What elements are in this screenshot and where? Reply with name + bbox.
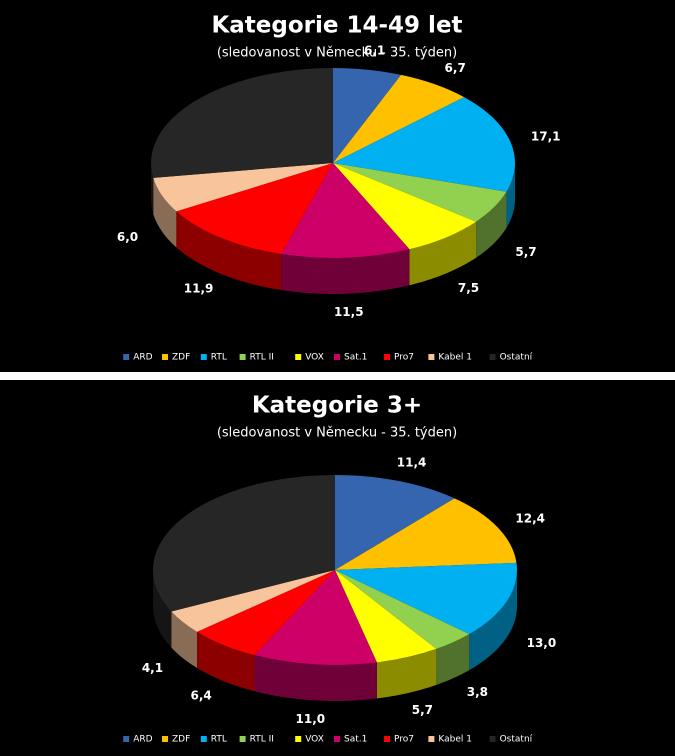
legend-label: Kabel 1 xyxy=(438,735,472,745)
chart-subtitle: (sledovanost v Německu - 35. týden) xyxy=(217,46,457,61)
slice-side xyxy=(476,191,507,258)
slice xyxy=(335,570,437,663)
legend-label: RTL II xyxy=(250,735,274,745)
slice-side xyxy=(151,163,154,214)
chart-subtitle: (sledovanost v Německu - 35. týden) xyxy=(217,426,457,441)
legend-label: VOX xyxy=(305,735,324,745)
legend-label: ZDF xyxy=(172,353,190,363)
legend-label: Pro7 xyxy=(394,353,414,363)
legend-label: Pro7 xyxy=(394,735,414,745)
slice-side xyxy=(409,221,477,286)
slice xyxy=(335,570,470,649)
legend-swatch xyxy=(200,736,207,742)
slice-side xyxy=(281,249,410,294)
data-label: 17,1 xyxy=(531,130,561,144)
slice xyxy=(335,498,517,570)
slice xyxy=(171,570,335,632)
legend-label: Sat.1 xyxy=(344,353,367,363)
slice-side xyxy=(171,611,197,668)
slice xyxy=(176,163,333,255)
data-label: 5,7 xyxy=(515,245,536,259)
legend-swatch xyxy=(162,354,168,360)
slice-side xyxy=(153,570,172,648)
chart-title: Kategorie 14-49 let xyxy=(211,13,462,39)
legend-label: RTL xyxy=(211,735,227,745)
legend-label: ARD xyxy=(133,353,152,363)
slice xyxy=(152,475,335,612)
data-label: 11,0 xyxy=(296,712,326,726)
slice-side xyxy=(254,655,377,701)
legend-label: Kabel 1 xyxy=(438,353,472,363)
data-label: 11,5 xyxy=(334,305,364,319)
legend-swatch xyxy=(295,354,302,360)
slice xyxy=(151,68,333,178)
legend-label: RTL II xyxy=(250,353,274,363)
data-label: 5,7 xyxy=(412,703,433,717)
slice xyxy=(335,562,517,635)
legend-swatch xyxy=(123,736,130,742)
legend-label: Sat.1 xyxy=(344,735,367,745)
slice xyxy=(333,74,465,163)
data-label: 11,4 xyxy=(397,456,427,470)
legend-swatch xyxy=(384,736,390,742)
legend-label: ZDF xyxy=(172,735,190,745)
legend-label: VOX xyxy=(305,353,324,363)
slice xyxy=(333,163,477,250)
slice xyxy=(196,570,335,656)
legend-swatch xyxy=(239,354,246,360)
data-label: 6,7 xyxy=(445,61,466,75)
slice-side xyxy=(176,211,282,291)
legend-label: Ostatní xyxy=(500,735,533,745)
slice-side xyxy=(153,177,177,248)
legend-swatch xyxy=(162,736,168,742)
slice-side xyxy=(469,570,517,671)
slice xyxy=(333,163,507,222)
slice xyxy=(333,68,402,163)
legend-label: RTL xyxy=(211,353,227,363)
data-label: 6,1 xyxy=(364,44,385,58)
legend-label: ARD xyxy=(133,735,152,745)
legend-swatch xyxy=(428,736,435,742)
slice xyxy=(281,163,410,258)
legend-swatch xyxy=(489,354,496,360)
slice-side xyxy=(376,648,437,699)
legend-swatch xyxy=(334,354,340,360)
legend-swatch xyxy=(428,354,435,360)
legend-swatch xyxy=(384,354,390,360)
slice-side xyxy=(506,163,515,228)
slice xyxy=(153,163,333,212)
legend-swatch xyxy=(295,736,302,742)
legend-label: Ostatní xyxy=(500,353,533,363)
data-label: 6,4 xyxy=(191,689,212,703)
data-label: 7,5 xyxy=(458,281,479,295)
legend-swatch xyxy=(239,736,246,742)
slice xyxy=(335,475,455,570)
slice-side xyxy=(196,631,255,692)
legend-swatch xyxy=(489,736,496,742)
slice xyxy=(333,97,515,192)
slice xyxy=(254,570,377,665)
data-label: 11,9 xyxy=(184,281,214,295)
data-label: 3,8 xyxy=(467,685,488,699)
slice-side xyxy=(436,634,470,685)
legend-swatch xyxy=(334,736,340,742)
legend-swatch xyxy=(123,354,130,360)
data-label: 4,1 xyxy=(142,661,163,675)
data-label: 13,0 xyxy=(527,636,557,650)
data-label: 12,4 xyxy=(515,511,545,525)
data-label: 6,0 xyxy=(117,230,138,244)
legend-swatch xyxy=(200,354,207,360)
chart-title: Kategorie 3+ xyxy=(252,393,422,419)
